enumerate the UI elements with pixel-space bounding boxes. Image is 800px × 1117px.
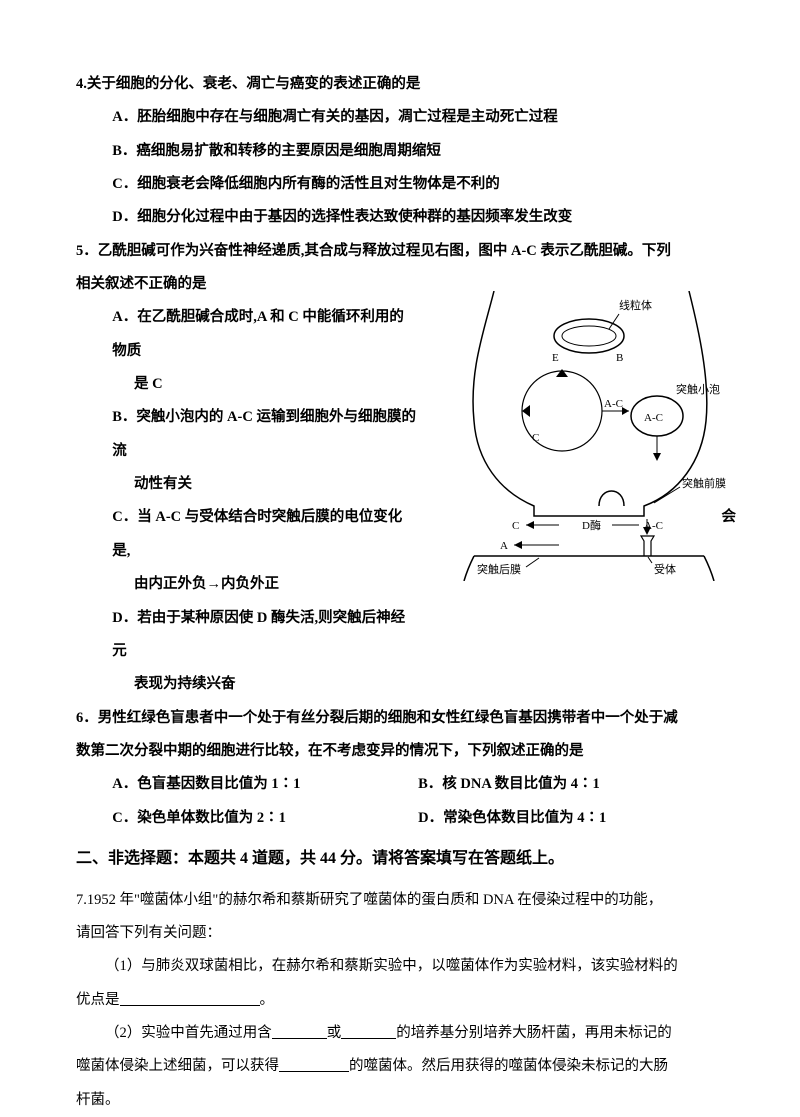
q5-opt-c-1: C．当 A-C 与受体结合时突触后膜的电位变化是,	[76, 501, 416, 568]
q5-opt-c-2: 由内正外负→内负外正	[76, 568, 416, 601]
q5-opt-b-1: B．突触小泡内的 A-C 运输到细胞外与细胞膜的流	[76, 401, 416, 468]
q6-stem-2: 数第二次分裂中期的细胞进行比较，在不考虑变异的情况下，下列叙述正确的是	[76, 735, 724, 768]
q4-opt-d: D．细胞分化过程中由于基因的选择性表达致使种群的基因频率发生改变	[76, 201, 724, 234]
label-mito: 线粒体	[619, 298, 652, 312]
q7-stem-1: 7.1952 年"噬菌体小组"的赫尔希和蔡斯研究了噬菌体的蛋白质和 DNA 在侵…	[76, 884, 724, 917]
q7-p2-e: 的噬菌体。然后用获得的噬菌体侵染未标记的大肠	[349, 1058, 668, 1074]
q7-p2-line2: 噬菌体侵染上述细菌，可以获得 的噬菌体。然后用获得的噬菌体侵染未标记的大肠	[76, 1050, 724, 1083]
q7-p2-b: 或	[327, 1025, 342, 1041]
q7-p2-a: （2）实验中首先通过用含	[105, 1025, 272, 1041]
q6-opt-d: D．常染色体数目比值为 4∶1	[418, 802, 724, 835]
q6-opt-c: C．染色单体数比值为 2∶1	[112, 802, 418, 835]
q7-p1-line2: 优点是 。	[76, 984, 724, 1017]
label-a: A	[500, 540, 508, 552]
section-2-title: 二、非选择题：本题共 4 道题，共 44 分。请将答案填写在答题纸上。	[76, 841, 724, 878]
label-denz: D酶	[582, 519, 601, 532]
q4-stem: 4.关于细胞的分化、衰老、凋亡与癌变的表述正确的是	[76, 68, 724, 101]
label-e: E	[552, 352, 559, 364]
blank-isotope-2	[341, 1023, 396, 1039]
blank-advantage	[120, 990, 260, 1006]
label-pre: 突触前膜	[682, 476, 726, 490]
q6-opt-a: A．色盲基因数目比值为 1∶1	[112, 768, 418, 801]
q5-opt-a-2: 是 C	[76, 368, 416, 401]
label-receptor: 受体	[654, 562, 676, 576]
q4-opt-a: A．胚胎细胞中存在与细胞凋亡有关的基因，凋亡过程是主动死亡过程	[76, 101, 724, 134]
blank-phage	[279, 1056, 349, 1072]
q7-p2-line1: （2）实验中首先通过用含 或 的培养基分别培养大肠杆菌，再用未标记的	[76, 1017, 724, 1050]
blank-isotope-1	[272, 1023, 327, 1039]
q7-p1-c: 。	[260, 992, 275, 1008]
q5-opt-d-2: 表现为持续兴奋	[76, 668, 416, 701]
label-vesicle: 突触小泡	[676, 382, 720, 396]
q5-opt-d-1: D．若由于某种原因使 D 酶失活,则突触后神经元	[76, 602, 416, 669]
q7-p2-d: 噬菌体侵染上述细菌，可以获得	[76, 1058, 279, 1074]
q6-row-2: C．染色单体数比值为 2∶1 D．常染色体数目比值为 4∶1	[76, 802, 724, 835]
q7-p1-b: 优点是	[76, 992, 120, 1008]
q5-opt-b-2: 动性有关	[76, 468, 416, 501]
q7-p1-a: （1）与肺炎双球菌相比，在赫尔希和蔡斯实验中，以噬菌体作为实验材料，该实验材料的	[76, 950, 724, 983]
q6-row-1: A．色盲基因数目比值为 1∶1 B．核 DNA 数目比值为 4∶1	[76, 768, 724, 801]
q7-p2-line3: 杆菌。	[76, 1084, 724, 1117]
label-post: 突触后膜	[477, 562, 521, 576]
q6-opt-b: B．核 DNA 数目比值为 4∶1	[418, 768, 724, 801]
label-c2: C	[512, 520, 519, 532]
q4-opt-b: B．癌细胞易扩散和转移的主要原因是细胞周期缩短	[76, 135, 724, 168]
q5-stem-1: 5．乙酰胆碱可作为兴奋性神经递质,其合成与释放过程见右图，图中 A-C 表示乙酰…	[76, 235, 724, 268]
q7-stem-2: 请回答下列有关问题：	[76, 917, 724, 950]
q6-stem-1: 6．男性红绿色盲患者中一个处于有丝分裂后期的细胞和女性红绿色盲基因携带者中一个处…	[76, 702, 724, 735]
q5-opt-a-1: A．在乙酰胆碱合成时,A 和 C 中能循环利用的物质	[76, 301, 416, 368]
label-b: B	[616, 352, 623, 364]
q7-p2-c: 的培养基分别培养大肠杆菌，再用未标记的	[396, 1025, 672, 1041]
synapse-diagram: 线粒体 E B C A-C A-C 突触小泡 突触前膜 C D酶 A-C	[444, 291, 734, 581]
label-ac-1: A-C	[604, 398, 623, 410]
label-c: C	[532, 432, 539, 444]
q4-opt-c: C．细胞衰老会降低细胞内所有酶的活性且对生物体是不利的	[76, 168, 724, 201]
label-ac-2: A-C	[644, 412, 663, 424]
q5-body: A．在乙酰胆碱合成时,A 和 C 中能循环利用的物质 是 C B．突触小泡内的 …	[76, 301, 724, 701]
